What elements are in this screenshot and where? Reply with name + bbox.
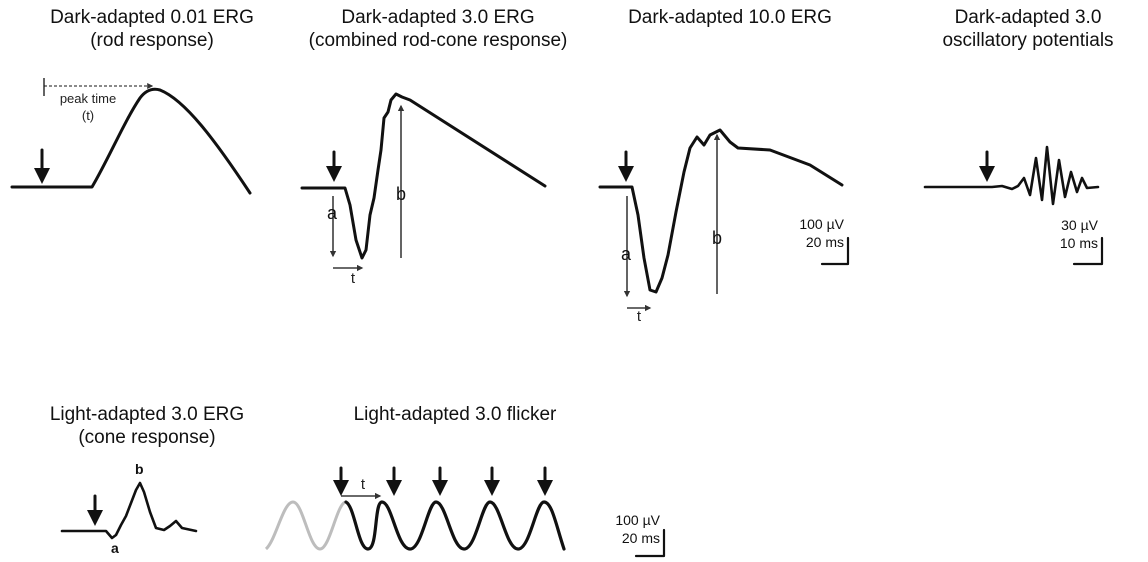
rod-stimulus-arrowhead xyxy=(34,168,50,184)
flicker-scale-label: 100 µV 20 ms xyxy=(580,511,660,547)
ops-scale-amp: 30 µV xyxy=(1061,217,1098,233)
combined-title: Dark-adapted 3.0 ERG (combined rod-cone … xyxy=(283,6,593,52)
rod-panel xyxy=(10,78,252,195)
flicker-t-label: t xyxy=(360,476,366,493)
combined-a-label: a xyxy=(327,203,338,223)
strong-title-line1: Dark-adapted 10.0 ERG xyxy=(628,7,832,28)
combined-title-line2: (combined rod-cone response) xyxy=(308,30,568,51)
rod-peak-time-label: peak time (t) xyxy=(48,90,128,124)
rod-peak-time-line1: peak time xyxy=(59,91,117,106)
cone-b-label: b xyxy=(135,461,144,477)
flicker-title-line1: Light-adapted 3.0 flicker xyxy=(353,404,557,425)
flicker-stimulus-arrowhead-4 xyxy=(484,480,500,496)
cone-panel xyxy=(60,481,198,540)
strong-b-label: b xyxy=(712,228,723,248)
combined-title-line1: Dark-adapted 3.0 ERG xyxy=(341,7,535,28)
combined-stimulus-arrowhead xyxy=(326,166,342,182)
ops-scale-time: 10 ms xyxy=(1059,235,1098,251)
flicker-stimulus-arrowhead-1 xyxy=(333,480,349,496)
ops-title: Dark-adapted 3.0 oscillatory potentials xyxy=(908,6,1148,52)
ops-title-line1: Dark-adapted 3.0 xyxy=(954,7,1102,28)
strong-t-label: t xyxy=(636,308,642,325)
strong-scale-time: 20 ms xyxy=(805,234,844,250)
rod-peak-time-line2: (t) xyxy=(81,108,95,123)
ops-stimulus-arrowhead xyxy=(979,166,995,182)
combined-waveform xyxy=(300,92,547,260)
ops-scale-bar xyxy=(1072,236,1104,266)
ops-title-line2: oscillatory potentials xyxy=(942,30,1114,51)
rod-title: Dark-adapted 0.01 ERG (rod response) xyxy=(22,6,282,52)
combined-panel xyxy=(300,92,547,272)
cone-title: Light-adapted 3.0 ERG (cone response) xyxy=(12,403,282,449)
flicker-scale-time: 20 ms xyxy=(621,530,660,546)
flicker-ghost-waveform xyxy=(264,500,347,551)
flicker-scale-bar xyxy=(634,528,666,558)
rod-waveform xyxy=(10,87,252,195)
flicker-stimulus-arrowhead-5 xyxy=(537,480,553,496)
rod-title-line1: Dark-adapted 0.01 ERG xyxy=(50,7,254,28)
cone-title-line1: Light-adapted 3.0 ERG xyxy=(49,404,245,425)
combined-b-label: b xyxy=(396,184,407,204)
flicker-panel xyxy=(264,466,666,558)
flicker-stimulus-arrowhead-2 xyxy=(386,480,402,496)
rod-title-line2: (rod response) xyxy=(90,30,214,51)
flicker-waveform xyxy=(344,500,566,551)
strong-a-label: a xyxy=(621,244,632,264)
ops-waveform xyxy=(923,145,1100,206)
combined-t-label: t xyxy=(350,270,356,287)
cone-waveform xyxy=(60,481,198,540)
ops-panel xyxy=(923,145,1104,266)
flicker-scale-amp: 100 µV xyxy=(615,512,660,528)
strong-stimulus-arrowhead xyxy=(618,166,634,182)
strong-scale-bar xyxy=(820,236,850,266)
flicker-title: Light-adapted 3.0 flicker xyxy=(305,403,605,426)
cone-a-label: a xyxy=(111,540,119,556)
strong-scale-label: 100 µV 20 ms xyxy=(768,215,844,251)
ops-scale-label: 30 µV 10 ms xyxy=(1024,216,1098,252)
cone-title-line2: (cone response) xyxy=(78,427,216,448)
flicker-stimulus-arrowhead-3 xyxy=(432,480,448,496)
strong-waveform xyxy=(598,128,844,294)
strong-panel xyxy=(598,128,850,312)
strong-title: Dark-adapted 10.0 ERG xyxy=(600,6,860,29)
cone-stimulus-arrowhead xyxy=(87,510,103,526)
strong-scale-amp: 100 µV xyxy=(799,216,844,232)
